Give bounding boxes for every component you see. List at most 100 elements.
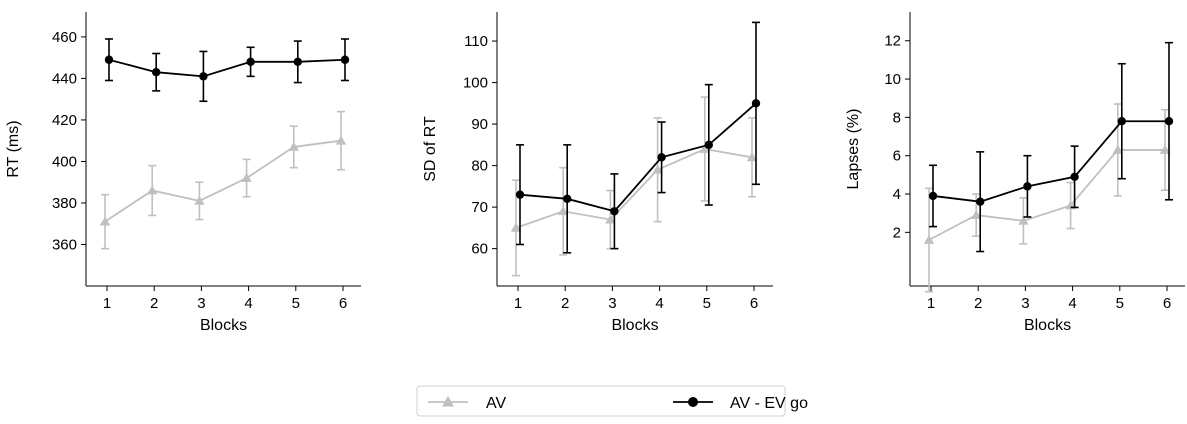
data-point xyxy=(563,194,572,204)
series-line xyxy=(928,149,1165,241)
y-tick-label: 460 xyxy=(52,29,77,46)
x-tick-label: 3 xyxy=(1021,295,1029,312)
y-tick-label: 60 xyxy=(471,241,488,258)
y-tick-label: 440 xyxy=(52,70,77,87)
x-tick-label: 2 xyxy=(561,295,569,312)
legend-entry-av-ev-go: AV - EV go xyxy=(673,395,808,412)
y-tick-label: 110 xyxy=(464,33,488,50)
chart-panel-1: 360 380 400 420 440 460 1 2 3 4 5 6 Blocks RT (ms) xyxy=(5,12,361,334)
legend-entry-av: AV xyxy=(428,395,506,412)
data-point xyxy=(147,185,158,195)
x-tick-label: 4 xyxy=(1068,295,1076,312)
data-point xyxy=(288,141,299,151)
data-point xyxy=(610,207,619,216)
data-point xyxy=(510,222,522,232)
y-tick-label: 100 xyxy=(463,75,488,92)
data-point xyxy=(1164,117,1174,126)
legend: AV AV - EV go xyxy=(416,385,808,417)
x-tick-label: 2 xyxy=(974,295,982,312)
data-point xyxy=(1018,215,1029,225)
data-point xyxy=(152,67,161,77)
data-point xyxy=(99,216,111,226)
data-point xyxy=(241,172,252,182)
y-tick-label: 360 xyxy=(52,236,77,253)
data-point xyxy=(699,143,710,153)
x-tick-label: 6 xyxy=(1163,295,1171,312)
series-av-ev-go xyxy=(515,21,761,254)
data-point xyxy=(515,190,525,199)
data-point xyxy=(751,99,761,108)
legend-marker xyxy=(688,397,698,407)
series-line xyxy=(515,148,753,229)
data-point xyxy=(746,152,758,162)
x-axis-title: Blocks xyxy=(200,317,247,334)
data-point xyxy=(293,57,302,67)
data-point xyxy=(1112,144,1123,154)
data-point xyxy=(657,153,666,162)
y-tick-label: 2 xyxy=(893,224,901,241)
x-tick-label: 3 xyxy=(197,295,205,312)
y-tick-label: 8 xyxy=(893,109,901,126)
series-av-ev-go xyxy=(928,41,1174,253)
x-tick-label: 1 xyxy=(927,295,935,312)
y-tick-label: 70 xyxy=(471,199,488,216)
series-av xyxy=(923,103,1171,293)
series-av xyxy=(99,110,347,250)
series-line xyxy=(108,58,346,78)
x-tick-label: 3 xyxy=(608,295,616,312)
series-line xyxy=(104,139,342,223)
y-axis-title: RT (ms) xyxy=(5,120,22,177)
x-axis-title: Blocks xyxy=(611,317,658,334)
x-tick-label: 4 xyxy=(244,295,252,312)
x-tick-label: 1 xyxy=(514,295,522,312)
chart-panel-2: 60 70 80 90 100 110 1 2 3 4 5 6 Blocks SD of RT xyxy=(422,12,773,334)
data-point xyxy=(971,209,982,220)
data-point xyxy=(1117,117,1127,126)
x-tick-label: 6 xyxy=(750,295,758,312)
y-tick-label: 6 xyxy=(893,148,901,165)
y-axis-title: Lapses (%) xyxy=(845,109,862,190)
y-tick-label: 12 xyxy=(884,33,901,50)
data-point xyxy=(246,57,255,67)
series-line xyxy=(519,102,757,213)
x-tick-label: 2 xyxy=(150,295,158,312)
legend-items: AV AV - EV go xyxy=(428,395,808,412)
data-point xyxy=(976,197,985,206)
x-tick-label: 5 xyxy=(292,295,300,312)
data-point xyxy=(104,55,114,64)
data-point xyxy=(1023,182,1032,191)
legend-label: AV xyxy=(486,395,506,412)
series-av xyxy=(510,96,758,277)
y-tick-label: 80 xyxy=(471,158,488,175)
data-point xyxy=(340,55,350,64)
legend-marker xyxy=(442,396,454,407)
y-tick-label: 400 xyxy=(52,153,77,170)
x-tick-label: 1 xyxy=(103,295,111,312)
data-point xyxy=(199,72,208,81)
data-point xyxy=(194,195,205,205)
data-point xyxy=(1070,172,1079,181)
data-point xyxy=(928,191,938,201)
x-tick-label: 5 xyxy=(703,295,711,312)
x-tick-label: 4 xyxy=(655,295,663,312)
data-point xyxy=(558,206,569,216)
y-axis-title: SD of RT xyxy=(422,116,439,182)
legend-label: AV - EV go xyxy=(730,395,808,412)
series-av-ev-go xyxy=(104,38,350,103)
y-tick-label: 4 xyxy=(893,186,901,203)
y-tick-label: 380 xyxy=(52,195,77,212)
x-tick-label: 6 xyxy=(339,295,347,312)
y-tick-label: 420 xyxy=(52,112,77,129)
data-point xyxy=(923,234,935,244)
x-axis-title: Blocks xyxy=(1024,317,1071,334)
y-tick-label: 90 xyxy=(471,116,488,133)
data-point xyxy=(704,140,713,150)
y-tick-label: 10 xyxy=(884,71,901,88)
series-line xyxy=(932,120,1169,203)
data-point xyxy=(605,214,616,224)
data-point xyxy=(1159,144,1171,154)
legend-frame xyxy=(416,385,786,417)
